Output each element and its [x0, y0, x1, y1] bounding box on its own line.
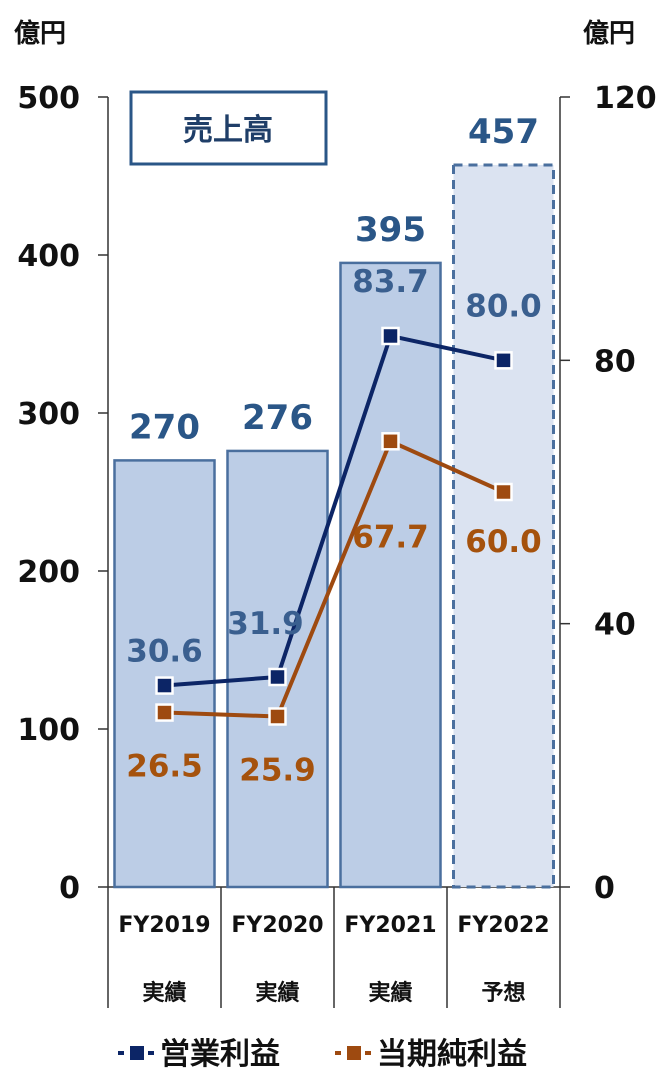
left-tick-label: 500 — [17, 81, 80, 116]
net-income-marker — [268, 707, 287, 726]
operating-profit-marker — [155, 676, 174, 695]
left-axis-unit: 億円 — [14, 19, 66, 49]
net-income-marker — [155, 703, 174, 722]
annotation-label: 売上高 — [183, 113, 273, 148]
net-income-line — [164, 439, 505, 719]
net-income-label: 67.7 — [352, 519, 429, 555]
category-sublabel: 実績 — [368, 980, 412, 1006]
category-label: FY2019 — [118, 913, 210, 938]
operating-profit-label: 30.6 — [126, 634, 203, 670]
category-sublabel: 実績 — [255, 980, 299, 1006]
net-income-marker — [381, 432, 400, 451]
net-income-label: 26.5 — [126, 749, 203, 785]
forecast-revenue-bar — [452, 163, 555, 889]
category-label: FY2021 — [344, 913, 436, 938]
operating-profit-label: 83.7 — [352, 264, 429, 300]
right-tick-label: 40 — [594, 608, 636, 643]
category-sublabel: 予想 — [481, 981, 525, 1006]
right-axis-unit: 億円 — [583, 19, 635, 49]
legend: 営業利益 当期純利益 — [118, 1037, 527, 1072]
left-tick-label: 200 — [17, 555, 80, 590]
left-tick-label: 400 — [17, 239, 80, 274]
legend-marker-swatch — [128, 1044, 146, 1062]
net-income-label: 60.0 — [465, 524, 542, 560]
annotation-box — [129, 90, 328, 166]
operating-profit-marker — [494, 351, 513, 370]
operating-profit-label: 80.0 — [465, 288, 542, 324]
bar-value-label: 270 — [129, 407, 200, 447]
legend-label: 営業利益 — [160, 1037, 280, 1072]
category-sublabel: 実績 — [142, 980, 186, 1006]
bar-value-label: 276 — [242, 398, 313, 438]
profit-lines — [155, 326, 513, 726]
data-labels: 270 276 395 457 30.6 31.9 83.7 80.0 26.5 25.9 67.7… — [126, 112, 542, 789]
right-tick-label: 120 — [594, 81, 657, 116]
revenue-bar — [339, 261, 442, 889]
right-tick-label: 80 — [594, 344, 636, 379]
legend-label: 当期純利益 — [377, 1037, 527, 1072]
legend-marker-swatch — [345, 1044, 363, 1062]
revenue-bar — [113, 459, 216, 889]
revenue-annotation: 売上高 — [129, 90, 328, 166]
bar-value-label: 395 — [355, 210, 426, 250]
category-label: FY2020 — [231, 913, 323, 938]
left-tick-label: 0 — [59, 871, 80, 906]
bar-value-label: 457 — [468, 112, 539, 152]
revenue-bars — [113, 163, 555, 889]
operating-profit-marker — [268, 667, 287, 687]
operating-profit-line — [164, 333, 504, 688]
net-income-marker — [494, 482, 513, 502]
left-tick-label: 100 — [17, 713, 80, 748]
category-label: FY2022 — [457, 913, 549, 938]
axes: 0 100 200 300 400 500 0 40 80 120 FY2019 実績 FY2020 実績… — [17, 81, 657, 1008]
net-income-label: 25.9 — [239, 752, 316, 788]
left-tick-label: 300 — [17, 397, 80, 432]
right-tick-label: 0 — [594, 871, 615, 906]
operating-profit-marker — [381, 326, 400, 346]
operating-profit-label: 31.9 — [227, 606, 304, 642]
